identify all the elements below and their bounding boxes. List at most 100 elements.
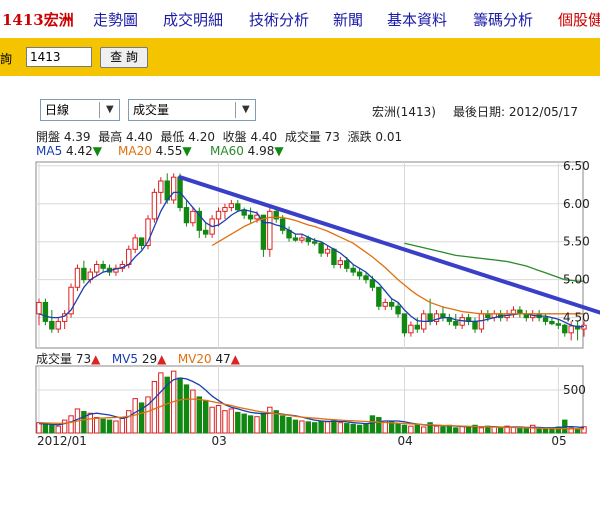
quote-row: 開盤 4.39 最高 4.40 最低 4.20 收盤 4.40 成交量 73 漲… xyxy=(36,128,402,145)
select-divider xyxy=(99,102,100,118)
volume-bar xyxy=(42,423,49,434)
volume-bar xyxy=(292,419,299,434)
candle-body xyxy=(299,237,305,241)
volume-bar xyxy=(427,422,433,434)
candle-body xyxy=(485,313,491,319)
volume-bar xyxy=(363,423,369,434)
volume-bar xyxy=(61,419,68,434)
candle-body xyxy=(158,180,164,193)
candle-body xyxy=(472,320,478,330)
last-date: 最後日期: 2012/05/17 xyxy=(453,105,579,119)
candle-body xyxy=(49,320,55,330)
candle-body xyxy=(151,191,158,220)
volume-tick-label: 500 xyxy=(563,383,586,397)
down-arrow-icon: ▼ xyxy=(274,144,284,158)
candle-body xyxy=(465,317,472,322)
candle-body xyxy=(145,218,151,247)
top-nav: 1413宏洲 走勢圖 成交明細 技術分析 新聞 基本資料 籌碼分析 個股健 xyxy=(0,0,600,38)
candle-body xyxy=(427,313,433,322)
nav-chart[interactable]: 走勢圖 xyxy=(93,11,139,29)
volume-bar xyxy=(369,415,376,434)
nav-shareholding[interactable]: 個股健 xyxy=(558,11,600,29)
chevron-down-icon: ▼ xyxy=(242,104,250,115)
candle-body xyxy=(446,317,453,322)
ma20-line xyxy=(211,216,584,315)
volume-bar xyxy=(542,428,549,434)
candle-body xyxy=(376,286,382,307)
candle-body xyxy=(267,210,273,250)
period-select[interactable]: 日線 ▼ xyxy=(40,99,120,121)
candle-body xyxy=(388,301,395,307)
price-panel-frame xyxy=(35,161,584,349)
search-button[interactable]: 查 詢 xyxy=(100,47,148,68)
volume-bar xyxy=(562,419,568,434)
candle-body xyxy=(164,180,170,201)
nav-chips[interactable]: 籌碼分析 xyxy=(473,11,534,29)
candle-body xyxy=(241,209,247,216)
candle-body xyxy=(318,242,324,254)
indicator-select-value: 成交量 xyxy=(133,103,170,117)
candle-body xyxy=(549,320,555,325)
candle-body xyxy=(61,313,68,322)
up-arrow-icon: ▲ xyxy=(230,352,240,366)
candle-body xyxy=(260,214,267,250)
candle-body xyxy=(530,313,536,319)
indicator-select[interactable]: 成交量 ▼ xyxy=(128,99,256,121)
volume-bar xyxy=(183,384,190,434)
close-value: 4.40 xyxy=(250,130,278,144)
candle-body xyxy=(203,229,209,235)
search-input[interactable] xyxy=(26,47,92,67)
volume-bar xyxy=(279,415,286,434)
candle-body xyxy=(504,313,510,319)
volume-bar xyxy=(510,426,517,434)
nav-trades[interactable]: 成交明細 xyxy=(163,11,224,29)
open-value: 4.39 xyxy=(63,130,91,144)
nav-news[interactable]: 新聞 xyxy=(333,11,364,29)
volume-bar xyxy=(49,424,55,434)
volume-bar xyxy=(177,377,183,434)
candle-body xyxy=(209,218,215,235)
candle-body xyxy=(581,324,587,330)
candle-body xyxy=(401,313,408,334)
candle-body xyxy=(542,317,549,322)
candle-body xyxy=(286,229,292,239)
candle-body xyxy=(369,279,376,288)
volume-bar xyxy=(356,424,363,434)
candle-body xyxy=(119,263,126,269)
mv20-line xyxy=(38,398,585,430)
candle-body xyxy=(100,263,106,269)
volume-bar xyxy=(228,408,235,434)
mv5-label: MV5 xyxy=(111,352,139,366)
volume-bar xyxy=(235,411,241,434)
stock-brand[interactable]: 1413宏洲 xyxy=(2,11,74,29)
volume-bar xyxy=(164,376,170,434)
candle-body xyxy=(497,313,504,319)
nav-basic-info[interactable]: 基本資料 xyxy=(387,11,448,29)
volume-bar xyxy=(106,419,113,434)
ma5-label: MA5 xyxy=(36,144,63,158)
candle-body xyxy=(305,237,311,243)
nav-technical[interactable]: 技術分析 xyxy=(249,11,310,29)
high-value: 4.40 xyxy=(126,130,153,144)
ma60-line xyxy=(404,242,584,282)
volume-bar xyxy=(478,427,485,434)
mv5-line xyxy=(38,377,585,429)
volume-bar xyxy=(138,402,145,434)
select-divider xyxy=(235,102,236,118)
ma60-value: 4.98 xyxy=(247,144,275,158)
volume-bar xyxy=(568,427,574,434)
volume-bar xyxy=(465,426,472,434)
price-tick-label: 6.50 xyxy=(563,159,590,173)
volume-bar xyxy=(440,426,446,434)
volume-bar xyxy=(331,419,337,434)
candle-body xyxy=(36,301,42,315)
candle-body xyxy=(478,313,485,330)
volume-bar xyxy=(119,417,126,434)
candle-body xyxy=(536,313,542,319)
candle-body xyxy=(331,248,337,265)
candle-body xyxy=(170,176,177,201)
volume-bar xyxy=(203,399,209,434)
candle-body xyxy=(517,309,523,315)
candle-body xyxy=(247,214,254,220)
price-tick-label: 5.00 xyxy=(563,273,590,287)
